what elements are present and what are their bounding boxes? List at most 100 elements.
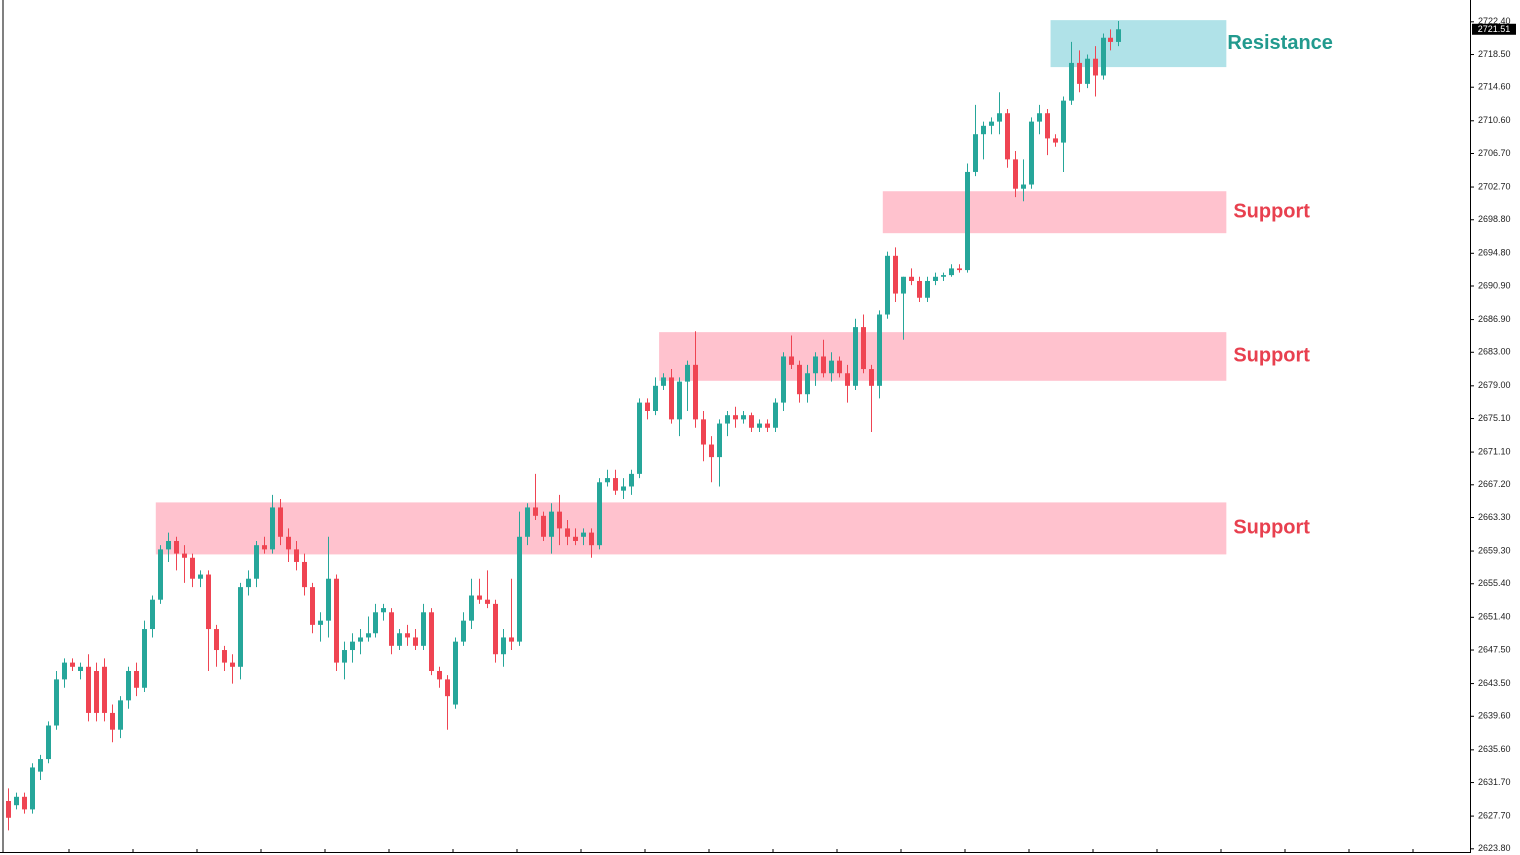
candle-body <box>525 507 530 537</box>
candle-body <box>453 641 458 705</box>
candle-body <box>182 553 187 558</box>
zone-label: Resistance <box>1227 32 1333 54</box>
candle-body <box>1093 58 1098 76</box>
y-tick-label: 2671.10 <box>1478 446 1511 456</box>
candle-body <box>741 415 746 420</box>
candle-body <box>589 532 594 546</box>
candle-body <box>709 444 714 458</box>
zone-label: Support <box>1233 345 1310 367</box>
candle-body <box>326 578 331 621</box>
candle-body <box>557 511 562 529</box>
candle-body <box>421 612 426 646</box>
candle-body <box>110 712 115 730</box>
candle-body <box>190 557 195 579</box>
candle-body <box>286 536 291 550</box>
candle-body <box>821 356 826 374</box>
candle-body <box>581 532 586 537</box>
y-tick-label: 2706.70 <box>1478 148 1511 158</box>
candle-body <box>1077 62 1082 84</box>
candle-body <box>509 637 514 642</box>
candle-body <box>485 599 490 604</box>
candle-body <box>869 369 874 386</box>
y-tick-label: 2722.40 <box>1478 16 1511 26</box>
candle-body <box>302 561 307 588</box>
candle-body <box>1116 29 1121 42</box>
candle-body <box>1021 184 1026 189</box>
candle-body <box>941 275 946 277</box>
candle-body <box>717 423 722 458</box>
candle-body <box>158 549 163 600</box>
candle-body <box>749 415 754 428</box>
candle-body <box>701 419 706 445</box>
candle-body <box>230 662 235 667</box>
y-tick-label: 2690.90 <box>1478 280 1511 290</box>
candle-body <box>973 134 978 172</box>
candle-body <box>925 280 930 298</box>
candle-body <box>573 536 578 541</box>
candle-body <box>885 255 890 315</box>
candle-body <box>381 608 386 613</box>
candle-body <box>118 700 123 730</box>
candle-body <box>981 125 986 135</box>
candle-body <box>1013 159 1018 189</box>
candle-body <box>813 356 818 374</box>
candle-body <box>102 666 107 713</box>
candle-body <box>477 595 482 600</box>
candle-body <box>134 670 139 688</box>
candle-body <box>413 637 418 646</box>
y-tick-label: 2698.80 <box>1478 214 1511 224</box>
candle-body <box>845 373 850 386</box>
candle-body <box>198 574 203 579</box>
candle-body <box>469 595 474 621</box>
y-tick-label: 2659.30 <box>1478 545 1511 555</box>
price-tag-label: 2721.51 <box>1478 24 1511 34</box>
candle-body <box>605 478 610 483</box>
candle-body <box>1037 113 1042 122</box>
candle-body <box>437 670 442 680</box>
candle-body <box>342 650 347 663</box>
candle-body <box>565 528 570 537</box>
zone <box>155 502 1227 555</box>
candle-body <box>294 549 299 562</box>
candle-body <box>901 276 906 294</box>
candle-body <box>1069 62 1074 101</box>
candle-body <box>653 385 658 411</box>
y-tick-label: 2702.70 <box>1478 181 1511 191</box>
candle-body <box>262 545 267 550</box>
candle-body <box>629 473 634 487</box>
candle-body <box>70 662 75 667</box>
candle-body <box>493 603 498 655</box>
candle-body <box>358 637 363 642</box>
y-tick-label: 2627.70 <box>1478 810 1511 820</box>
candle-body <box>206 574 211 630</box>
candle-body <box>366 633 371 638</box>
candle-body <box>54 679 59 726</box>
candle-body <box>405 633 410 638</box>
candle-body <box>30 767 35 810</box>
candle-body <box>86 666 91 713</box>
x-ticks <box>68 849 1414 853</box>
candle-body <box>685 364 690 382</box>
candle-body <box>254 545 259 579</box>
candle-body <box>549 511 554 537</box>
y-tick-label: 2639.60 <box>1478 711 1511 721</box>
y-tick-label: 2631.70 <box>1478 777 1511 787</box>
candle-body <box>533 507 538 516</box>
candle-body <box>1029 121 1034 185</box>
candle-body <box>46 725 51 760</box>
candle-body <box>1085 58 1090 84</box>
y-tick-label: 2683.00 <box>1478 347 1511 357</box>
y-tick-label: 2643.50 <box>1478 678 1511 688</box>
y-tick-label: 2679.00 <box>1478 380 1511 390</box>
zone-label: Support <box>1233 200 1310 222</box>
candle-body <box>222 650 227 663</box>
candle-body <box>877 314 882 386</box>
zone <box>659 332 1227 381</box>
y-tick-label: 2710.60 <box>1478 115 1511 125</box>
candle-body <box>933 276 938 281</box>
candle-body <box>174 540 179 554</box>
candle-body <box>853 327 858 386</box>
candle-body <box>965 171 970 271</box>
candle-body <box>637 402 642 474</box>
